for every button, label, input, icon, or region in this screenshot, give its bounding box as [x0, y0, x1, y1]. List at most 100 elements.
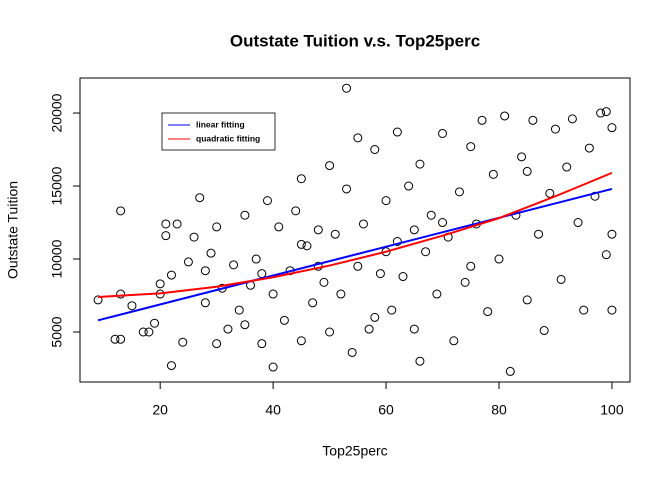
point — [494, 254, 504, 264]
point — [172, 219, 182, 229]
point — [195, 193, 205, 203]
point — [460, 277, 470, 287]
point — [296, 336, 306, 346]
point — [500, 111, 510, 121]
point — [590, 191, 600, 201]
point — [229, 260, 239, 270]
point — [528, 115, 538, 125]
point — [234, 305, 244, 315]
point — [212, 339, 222, 349]
point — [364, 324, 374, 334]
point — [404, 181, 414, 191]
x-tick-label: 100 — [600, 402, 624, 418]
point — [155, 279, 165, 289]
point — [432, 289, 442, 299]
point — [449, 336, 459, 346]
point — [387, 305, 397, 315]
point — [183, 257, 193, 267]
point — [601, 107, 611, 117]
point — [325, 327, 335, 337]
point — [296, 239, 306, 249]
point — [257, 339, 267, 349]
point — [189, 232, 199, 242]
point — [607, 123, 617, 133]
point — [562, 162, 572, 172]
point — [116, 206, 126, 216]
x-tick-label: 40 — [265, 402, 281, 418]
point — [223, 324, 233, 334]
point — [274, 222, 284, 232]
legend-box — [161, 112, 276, 151]
point — [325, 161, 335, 171]
point — [375, 269, 385, 279]
point — [381, 196, 391, 206]
point — [166, 361, 176, 371]
point — [353, 261, 363, 271]
point — [522, 166, 532, 176]
point — [358, 219, 368, 229]
plot-area — [93, 83, 617, 376]
point — [251, 254, 261, 264]
point — [545, 188, 555, 198]
point — [206, 248, 216, 258]
point — [110, 334, 120, 344]
point — [370, 312, 380, 322]
point — [319, 277, 329, 287]
point — [517, 152, 527, 162]
y-tick-label: 5000 — [49, 316, 65, 347]
y-tick-label: 20000 — [49, 93, 65, 132]
point — [438, 218, 448, 228]
point — [483, 307, 493, 317]
point — [116, 334, 126, 344]
point — [353, 133, 363, 143]
point — [262, 196, 272, 206]
point — [342, 184, 352, 194]
point — [93, 295, 103, 305]
y-tick-label: 10000 — [49, 239, 65, 278]
point — [409, 225, 419, 235]
point — [240, 320, 250, 330]
legend-label: linear fitting — [196, 119, 245, 129]
point — [279, 315, 289, 325]
point — [138, 327, 148, 337]
point — [505, 366, 515, 376]
point — [370, 145, 380, 155]
point — [330, 229, 340, 239]
point — [534, 229, 544, 239]
point — [415, 159, 425, 169]
point — [150, 318, 160, 328]
point — [556, 274, 566, 284]
point — [200, 298, 210, 308]
point — [296, 174, 306, 184]
point — [426, 210, 436, 220]
x-axis-label: Top25perc — [322, 443, 387, 459]
point — [584, 143, 594, 153]
point — [291, 206, 301, 216]
point — [161, 231, 171, 241]
point — [522, 295, 532, 305]
point — [178, 337, 188, 347]
point — [268, 289, 278, 299]
legend: linear fitting quadratic fitting — [161, 112, 276, 151]
point — [336, 289, 346, 299]
point — [302, 241, 312, 251]
point — [342, 83, 352, 93]
point — [454, 187, 464, 197]
point — [607, 229, 617, 239]
x-tick-label: 60 — [378, 402, 394, 418]
point — [161, 219, 171, 229]
point — [392, 236, 402, 246]
fit-line — [97, 187, 613, 322]
point — [607, 305, 617, 315]
point — [539, 326, 549, 336]
point — [308, 298, 318, 308]
point — [116, 289, 126, 299]
point — [257, 269, 267, 279]
point — [200, 266, 210, 276]
point — [166, 270, 176, 280]
point — [438, 128, 448, 138]
point — [421, 247, 431, 257]
point — [415, 356, 425, 366]
